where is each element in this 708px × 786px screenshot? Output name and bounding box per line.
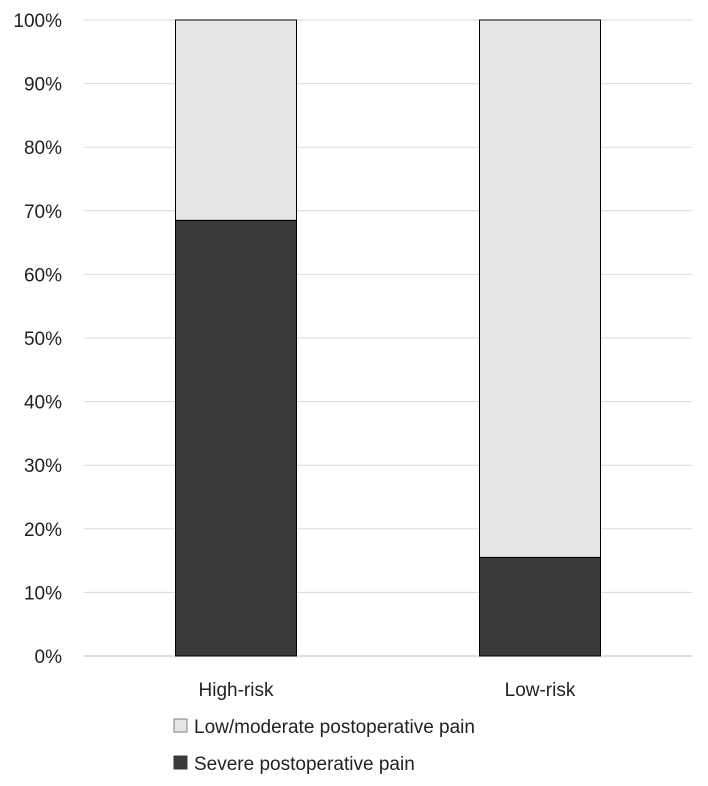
x-axis-categories: High-risk Low-risk [199, 680, 576, 701]
y-tick-label-10: 10% [24, 583, 62, 604]
legend-label-0: Low/moderate postoperative pain [194, 717, 475, 738]
y-tick-label-20: 20% [24, 520, 62, 541]
y-tick-label-100: 100% [13, 11, 62, 32]
y-tick-label-40: 40% [24, 393, 62, 414]
legend-swatch-1 [173, 755, 188, 770]
y-tick-label-50: 50% [24, 329, 62, 350]
y-tick-label-70: 70% [24, 202, 62, 223]
bar-low-risk-series-1 [479, 19, 601, 558]
y-tick-label-0: 0% [35, 647, 63, 668]
y-axis-ticks: 0% 10% 20% 30% 40% 50% 60% 70% 80% 90% 100% [13, 11, 62, 668]
x-category-label-1: Low-risk [505, 680, 576, 701]
legend-label-1: Severe postoperative pain [194, 754, 415, 775]
bar-high-risk-series-1 [175, 19, 297, 221]
bars [175, 19, 601, 657]
bar-low-risk-series-0 [479, 556, 601, 657]
x-category-label-0: High-risk [199, 680, 274, 701]
legend: Low/moderate postoperative pain Severe po… [173, 717, 475, 775]
legend-swatch-0 [173, 718, 188, 733]
y-tick-label-90: 90% [24, 75, 62, 96]
y-tick-label-60: 60% [24, 265, 62, 286]
y-tick-label-80: 80% [24, 138, 62, 159]
y-tick-label-30: 30% [24, 456, 62, 477]
bar-high-risk-series-0 [175, 219, 297, 657]
